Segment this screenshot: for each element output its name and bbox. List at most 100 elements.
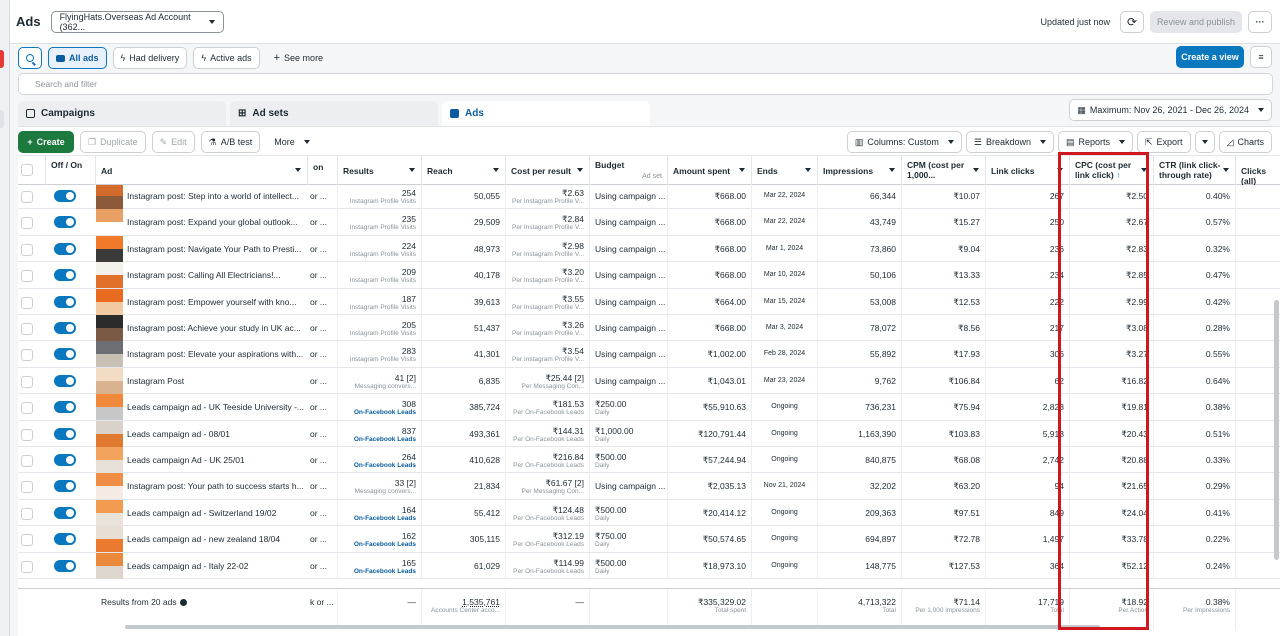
col-link-clicks[interactable]: Link clicks [986, 156, 1070, 186]
results-subtext[interactable]: On-Facebook Leads [353, 514, 416, 522]
table-row[interactable]: Leads campaign ad - new zealand 18/04 or … [18, 526, 1280, 553]
col-amount-spent[interactable]: Amount spent [668, 156, 752, 186]
tab-ad-sets[interactable]: ⊞ Ad sets [230, 101, 438, 126]
filter-active-ads[interactable]: ϟ Active ads [193, 47, 260, 69]
date-range-selector[interactable]: ▦ Maximum: Nov 26, 2021 - Dec 26, 2024 [1069, 99, 1272, 121]
col-delivery[interactable]: on [308, 156, 338, 186]
ad-toggle[interactable] [54, 295, 76, 308]
breakdown-button[interactable]: ☰ Breakdown [965, 131, 1054, 153]
row-checkbox[interactable] [21, 481, 33, 494]
horizontal-scrollbar[interactable] [125, 625, 1100, 629]
col-ctr[interactable]: CTR (link click-through rate) [1154, 156, 1236, 186]
col-results[interactable]: Results [338, 156, 422, 186]
ad-name-link[interactable]: Instagram post: Calling All Electricians… [127, 270, 281, 281]
export-button[interactable]: ⇱ Export [1137, 131, 1191, 153]
columns-button[interactable]: ▥ Columns: Custom [846, 131, 962, 153]
results-subtext[interactable]: On-Facebook Leads [353, 409, 416, 417]
ad-toggle[interactable] [54, 506, 76, 519]
results-subtext[interactable]: On-Facebook Leads [353, 567, 416, 575]
ad-toggle[interactable] [54, 242, 76, 255]
table-row[interactable]: Instagram post: Elevate your aspirations… [18, 341, 1280, 368]
filter-had-delivery[interactable]: ϟ Had delivery [112, 47, 188, 69]
more-options-button[interactable]: ··· [1248, 11, 1272, 33]
ad-toggle[interactable] [54, 322, 76, 334]
see-more-button[interactable]: + See more [266, 47, 331, 69]
row-checkbox[interactable] [21, 270, 33, 283]
ad-toggle[interactable] [54, 427, 76, 440]
col-budget[interactable]: Budget Ad set [590, 156, 668, 186]
ad-toggle[interactable] [54, 348, 76, 361]
table-row[interactable]: Instagram post: Achieve your study in UK… [18, 315, 1280, 342]
col-ad[interactable]: Ad [96, 156, 308, 186]
duplicate-button[interactable]: ❐ Duplicate [80, 131, 146, 153]
ad-toggle[interactable] [54, 269, 76, 282]
row-checkbox[interactable] [21, 428, 33, 441]
ad-name-link[interactable]: Instagram post: Your path to success sta… [127, 481, 304, 492]
ad-name-link[interactable]: Instagram post: Elevate your aspirations… [127, 349, 304, 360]
table-row[interactable]: Leads campaign Ad - UK 25/01 or ... 264 On-… [18, 447, 1280, 474]
col-cost-per-result[interactable]: Cost per result [506, 156, 590, 186]
row-checkbox[interactable] [21, 455, 33, 467]
row-checkbox[interactable] [21, 375, 33, 388]
edit-button[interactable]: ✎ Edit [151, 131, 195, 153]
more-button[interactable]: More [266, 131, 318, 153]
row-checkbox[interactable] [21, 560, 33, 573]
settings-button[interactable]: ≡ [1250, 46, 1272, 68]
results-subtext[interactable]: On-Facebook Leads [353, 462, 416, 469]
ad-name-link[interactable]: Instagram post: Achieve your study in UK… [127, 323, 301, 333]
table-row[interactable]: Leads campaign ad - Switzerland 19/02 or … [18, 499, 1280, 527]
filter-all-ads[interactable]: All ads [48, 47, 107, 69]
table-row[interactable]: Instagram Post or ... 41 [2] Messaging conv… [18, 367, 1280, 395]
col-cpc[interactable]: CPC (cost per link click) ↑ [1070, 156, 1154, 186]
ad-toggle[interactable] [54, 559, 76, 572]
info-icon[interactable] [179, 599, 187, 607]
table-row[interactable]: Instagram post: Navigate Your Path to Pr… [18, 235, 1280, 263]
ad-toggle[interactable] [54, 480, 76, 493]
ad-name-link[interactable]: Instagram Post [127, 375, 185, 386]
table-row[interactable]: Instagram post: Empower yourself with kn… [18, 288, 1280, 315]
review-publish-button[interactable]: Review and publish [1150, 11, 1242, 33]
create-button[interactable]: + Create [18, 131, 74, 153]
ab-test-button[interactable]: ⚗ A/B test [200, 131, 261, 153]
ad-name-link[interactable]: Instagram post: Step into a world of int… [127, 191, 299, 201]
row-checkbox[interactable] [21, 191, 33, 203]
row-checkbox[interactable] [21, 534, 33, 547]
ad-name-link[interactable]: Instagram post: Empower yourself with kn… [127, 296, 297, 307]
table-row[interactable]: Leads campaign ad - 08/01 or ... 837 On-Fac… [18, 420, 1280, 447]
tab-campaigns[interactable]: Campaigns [18, 101, 226, 126]
table-row[interactable]: Leads campaign ad - UK Teeside Universit… [18, 394, 1280, 421]
search-input[interactable]: Search and filter [18, 73, 1273, 95]
ad-name-link[interactable]: Leads campaign Ad - UK 25/01 [127, 455, 245, 465]
table-row[interactable]: Instagram post: Your path to success sta… [18, 473, 1280, 500]
ad-toggle[interactable] [54, 454, 76, 466]
row-checkbox[interactable] [21, 507, 33, 520]
ad-toggle[interactable] [54, 533, 76, 546]
ad-toggle[interactable] [54, 190, 76, 202]
ad-toggle[interactable] [54, 374, 76, 387]
search-toggle-button[interactable] [18, 47, 42, 69]
table-row[interactable]: Instagram post: Expand your global outlo… [18, 209, 1280, 236]
col-reach[interactable]: Reach [422, 156, 506, 186]
row-checkbox[interactable] [21, 243, 33, 256]
ad-name-link[interactable]: Leads campaign ad - 08/01 [127, 428, 231, 439]
results-subtext[interactable]: On-Facebook Leads [353, 541, 416, 549]
table-row[interactable]: Instagram post: Step into a world of int… [18, 185, 1280, 210]
ad-toggle[interactable] [54, 216, 76, 229]
ad-name-link[interactable]: Leads campaign ad - Italy 22-02 [127, 560, 249, 571]
row-checkbox[interactable] [21, 323, 33, 335]
col-off-on[interactable]: Off / On [46, 156, 96, 186]
ad-name-link[interactable]: Instagram post: Navigate Your Path to Pr… [127, 243, 302, 254]
col-cpm[interactable]: CPM (cost per 1,000... [902, 156, 986, 186]
table-row[interactable]: Instagram post: Calling All Electricians… [18, 262, 1280, 289]
ad-name-link[interactable]: Leads campaign ad - Switzerland 19/02 [127, 507, 277, 518]
create-view-button[interactable]: Create a view [1176, 46, 1244, 68]
col-impressions[interactable]: Impressions [818, 156, 902, 186]
account-selector[interactable]: FlyingHats.Overseas Ad Account (362... [50, 10, 224, 33]
reports-button[interactable]: ▤ Reports [1057, 131, 1133, 153]
ad-name-link[interactable]: Leads campaign ad - new zealand 18/04 [127, 534, 281, 545]
vertical-scrollbar[interactable] [1274, 300, 1279, 560]
row-checkbox[interactable] [21, 217, 33, 230]
ad-name-link[interactable]: Instagram post: Expand your global outlo… [127, 217, 298, 228]
results-subtext[interactable]: On-Facebook Leads [353, 435, 416, 443]
row-checkbox[interactable] [21, 296, 33, 309]
